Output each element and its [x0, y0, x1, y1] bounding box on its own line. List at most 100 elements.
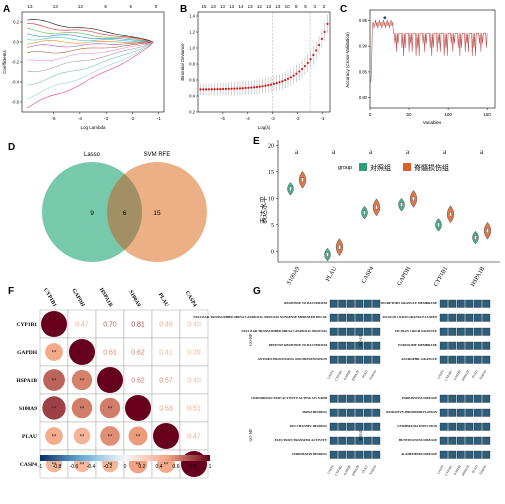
y-tick-label: 1.4	[189, 14, 195, 19]
top-tick-label: 5	[304, 4, 307, 9]
enrichment-cell	[473, 422, 482, 431]
panel-g: G GO-BP RESPONSE TO BACTERIUM NUCLEAR-TRAN…	[193, 286, 491, 477]
significance-mark: **	[80, 379, 85, 385]
top-tick-label: 8	[295, 4, 298, 9]
y-tick-label: -0.6	[12, 100, 20, 105]
deviance-point	[323, 30, 326, 33]
enrichment-cell	[363, 327, 372, 336]
block-side-label: GO-MF	[248, 428, 253, 442]
enrichment-cell	[448, 355, 457, 364]
coefficient-path	[27, 27, 154, 43]
significance-mark: **	[108, 435, 113, 441]
y-tick-label: 0.4	[189, 94, 195, 99]
panel-b: B 15 13 13 13 14 13 12 13 13 10 8 5 3 2 -5 -4 -3 -2 -1 0.…	[180, 4, 331, 130]
panel-a-coefficient-paths	[27, 19, 154, 109]
enrichment-cell	[346, 436, 355, 445]
column-label: CASP4	[436, 369, 444, 380]
enrichment-cell	[456, 327, 465, 336]
enrichment-cell	[346, 422, 355, 431]
enrichment-cell	[338, 450, 347, 459]
deviance-point	[202, 88, 205, 91]
x-tick-label: HSPA1B	[470, 266, 486, 288]
deviance-point	[210, 88, 213, 91]
correlation-value: 0.51	[187, 406, 201, 413]
enrichment-cell	[448, 422, 457, 431]
enrichment-cell	[372, 408, 381, 417]
panel-c-y-ticks: 0.80 0.85 0.90 0.95	[359, 18, 370, 100]
enrichment-cell	[372, 341, 381, 350]
enrichment-cell	[355, 422, 364, 431]
panel-a-x-ticks: -5 -4 -3 -2 -1	[52, 112, 161, 121]
colorbar-ticks: -1 -0.8 -0.6 -0.4 -0.2 0 0.2 0.4 0.6 0.8 1	[38, 464, 212, 470]
legend-label-control: 对照组	[370, 163, 391, 172]
significance-label: a	[480, 148, 484, 156]
y-tick-label: 1.2	[189, 30, 195, 35]
column-label: CYP1B1	[334, 464, 343, 476]
x-tick-label: -4	[78, 116, 82, 121]
column-label: HSPA1B	[461, 465, 470, 477]
deviance-point	[255, 85, 259, 89]
violin-box	[400, 202, 403, 207]
enrichment-cell	[473, 394, 482, 403]
enrichment-cell	[439, 341, 448, 350]
coefficient-path	[27, 19, 154, 43]
panel-label-c: C	[340, 4, 347, 15]
column-label: HSPA1B	[461, 370, 470, 382]
enrichment-cell	[346, 299, 355, 308]
deviance-point	[320, 37, 323, 40]
significance-mark: **	[164, 463, 169, 469]
panel-e: E 0 5 10 15 20 S100A9 PLAU CASP4 GAPDH CYP1B1 HSP…	[253, 136, 500, 288]
panel-e-x-ticks: S100A9 PLAU CASP4 GAPDH CYP1B1 HSPA1B	[286, 265, 486, 287]
deviance-point	[230, 87, 233, 90]
correlation-value: 0.61	[103, 350, 117, 357]
column-label: PLAU	[361, 464, 369, 474]
enrichment-cell	[372, 299, 381, 308]
venn-intersection	[106, 174, 143, 250]
significance-mark: **	[52, 351, 57, 357]
deviance-point	[292, 74, 295, 77]
panel-e-y-label: 表达水平	[259, 196, 268, 224]
colorbar-tick-label: 0.6	[173, 464, 180, 470]
enrichment-cell	[338, 313, 347, 322]
correlation-circle	[71, 397, 93, 419]
enrichment-cell	[456, 394, 465, 403]
enrichment-cell	[473, 313, 482, 322]
enrichment-cell	[346, 355, 355, 364]
column-label: S100A9	[368, 369, 377, 380]
enrichment-cell	[363, 436, 372, 445]
best-point	[383, 16, 387, 20]
panel-c-accuracy-curve	[370, 16, 488, 83]
x-tick-label: CYP1B1	[433, 266, 449, 288]
violin-box	[301, 177, 304, 182]
top-tick-label: 13	[248, 4, 254, 9]
enrichment-cell	[473, 327, 482, 336]
panel-a-frame	[21, 11, 165, 113]
significance-label: a	[369, 148, 373, 156]
top-tick-label: 14	[238, 4, 244, 9]
pathway-label: OXIDOREDUCTASE ACTIVITY ACTING ON NADH	[251, 396, 327, 400]
matrix-cell	[179, 337, 209, 367]
enrichment-cell	[372, 313, 381, 322]
accuracy-curve	[370, 19, 488, 83]
pathway-label: ANTIGEN PROCESSING AND PRESENTATION	[258, 357, 328, 361]
enrichment-cell	[456, 355, 465, 364]
enrichment-cell	[363, 299, 372, 308]
panel-label-a: A	[3, 4, 10, 15]
deviance-point	[216, 88, 219, 91]
top-tick-label: 13	[220, 4, 226, 9]
matrix-cell	[123, 337, 153, 367]
enrichment-cell	[329, 394, 338, 403]
enrichment-cell	[355, 394, 364, 403]
correlation-circle	[41, 311, 67, 337]
legend-swatch-control	[359, 163, 367, 171]
x-tick-label: -5	[221, 116, 225, 121]
pathway-label: PARKINSONS DISEASE	[402, 396, 437, 400]
column-label: CASP4	[326, 464, 334, 475]
pathway-label: AZUROPHIL GRANULE	[401, 357, 437, 361]
pathway-label: MRNA BINDING	[302, 410, 327, 414]
coefficient-path	[27, 23, 154, 43]
correlation-value: 0.57	[159, 378, 173, 385]
column-label: HSPA1B	[98, 287, 114, 308]
column-label: CASP4	[184, 290, 198, 308]
venn-count-svm-only: 15	[153, 210, 161, 217]
